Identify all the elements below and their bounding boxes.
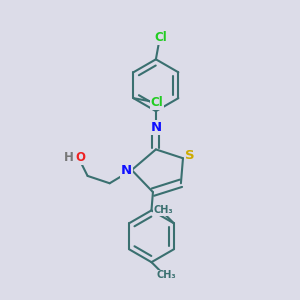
Text: O: O	[75, 151, 85, 164]
Text: N: N	[150, 121, 161, 134]
Text: Cl: Cl	[151, 96, 164, 109]
Text: CH₃: CH₃	[156, 270, 176, 280]
Text: S: S	[184, 149, 194, 162]
Text: CH₃: CH₃	[154, 205, 173, 215]
Text: N: N	[121, 164, 132, 176]
Text: Cl: Cl	[154, 31, 167, 44]
Text: H: H	[64, 151, 74, 164]
